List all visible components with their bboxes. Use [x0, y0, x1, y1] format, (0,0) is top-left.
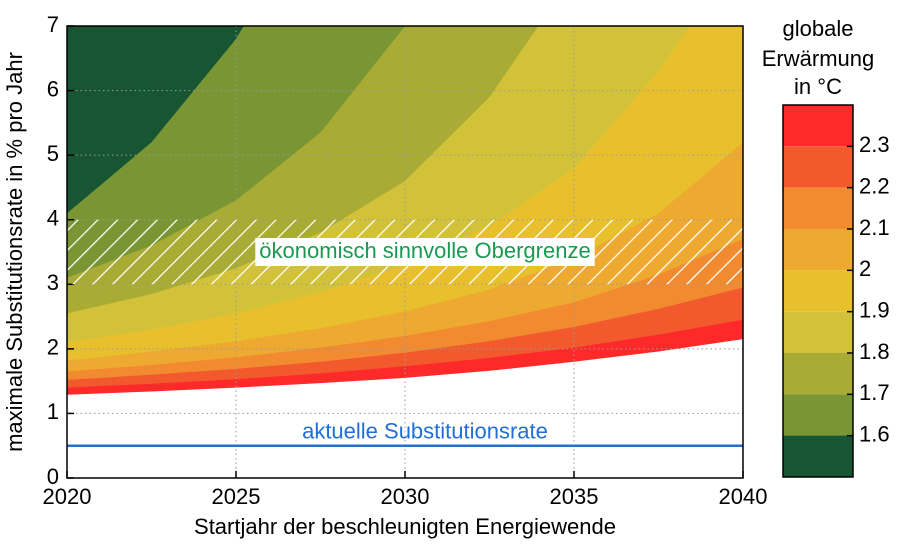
y-tick-label: 1	[47, 399, 59, 424]
colorbar-segment	[783, 311, 853, 353]
colorbar-frame	[782, 104, 854, 478]
colorbar-tick-label: 2	[859, 256, 871, 281]
y-tick-label: 7	[47, 12, 59, 37]
colorbar-title: Erwärmung	[762, 46, 874, 71]
contour-region-lowest	[67, 26, 244, 214]
y-tick-label: 6	[47, 76, 59, 101]
y-tick-label: 0	[47, 464, 59, 489]
colorbar-segment-lowest	[783, 435, 853, 477]
colorbar-segment	[783, 229, 853, 271]
colorbar-tick-label: 2.3	[859, 132, 890, 157]
y-tick-label: 4	[47, 206, 59, 231]
y-axis-label: maximale Substitutionsrate in % pro Jahr	[2, 52, 27, 452]
colorbar-tick-label: 1.6	[859, 421, 890, 446]
colorbar-tick-label: 2.1	[859, 215, 890, 240]
reference-line-label: aktuelle Substitutionsrate	[302, 419, 548, 444]
x-axis-label: Startjahr der beschleunigten Energiewend…	[194, 514, 616, 539]
colorbar-title: globale	[783, 16, 854, 41]
colorbar-tick-label: 1.7	[859, 380, 890, 405]
x-tick-label: 2030	[381, 484, 430, 509]
overlays: ökonomisch sinnvolle Obergrenze aktuelle …	[67, 219, 743, 447]
colorbar-segment	[783, 353, 853, 395]
colorbar-tick-label: 2.2	[859, 173, 890, 198]
colorbar-tick-label: 1.9	[859, 297, 890, 322]
x-tick-label: 2020	[43, 484, 92, 509]
plot-frame	[66, 25, 744, 479]
x-tick-label: 2035	[550, 484, 599, 509]
colorbar-segment	[783, 187, 853, 229]
colorbar-title: in °C	[794, 74, 842, 99]
colorbar-tick-label: 1.8	[859, 339, 890, 364]
band-label: ökonomisch sinnvolle Obergrenze	[259, 238, 590, 263]
y-tick-label: 3	[47, 270, 59, 295]
band-label-background	[255, 238, 595, 266]
colorbar-segment	[783, 270, 853, 312]
colorbar-segment	[783, 394, 853, 436]
x-tick-label: 2025	[212, 484, 261, 509]
colorbar-segment	[783, 105, 853, 147]
colorbar-segment	[783, 146, 853, 188]
x-tick-label: 2040	[719, 484, 768, 509]
y-tick-label: 2	[47, 335, 59, 360]
colorbar: 1.6 1.7 1.8 1.9 2 2.1 2.2 2.3	[782, 104, 890, 478]
y-tick-label: 5	[47, 141, 59, 166]
